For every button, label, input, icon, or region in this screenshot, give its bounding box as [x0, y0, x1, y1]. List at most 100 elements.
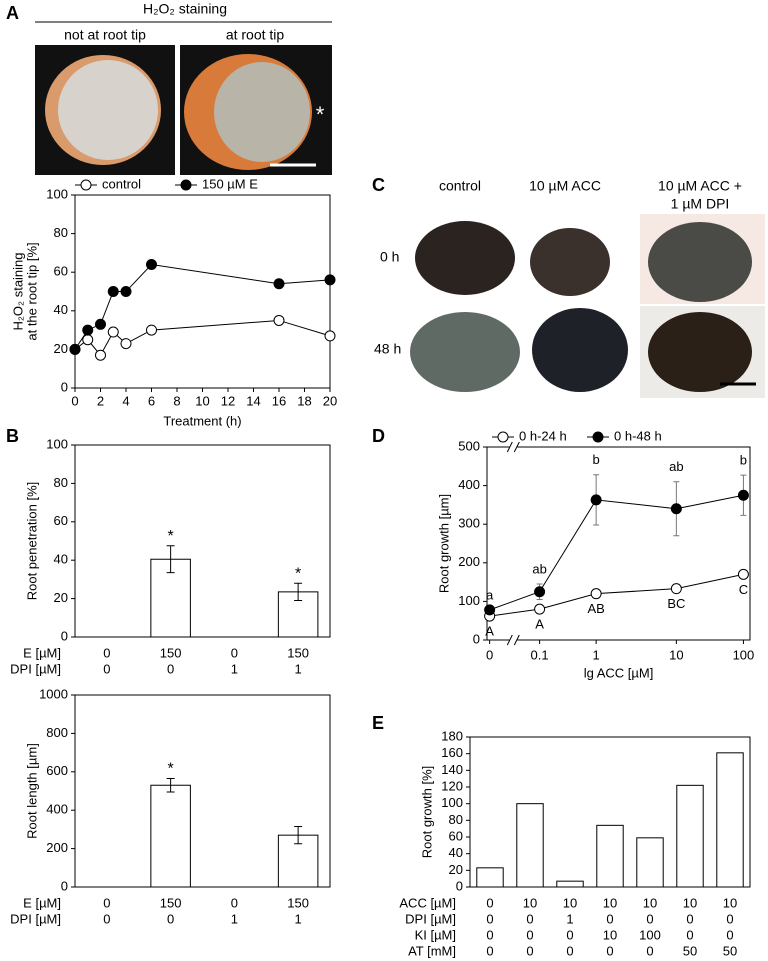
- marker: [120, 286, 132, 297]
- condition-label: KI [µM]: [415, 927, 456, 942]
- condition-value: 0: [526, 943, 533, 958]
- condition-value: 0: [103, 661, 110, 676]
- condition-value: 1: [231, 661, 238, 676]
- y-tick-label: 100: [46, 186, 68, 201]
- marker: [273, 278, 285, 290]
- marker: [534, 603, 546, 615]
- marker: [324, 274, 336, 286]
- condition-value: 0: [566, 927, 573, 942]
- condition-value: 1: [231, 911, 238, 926]
- photo-column-label: 1 µM DPI: [671, 196, 730, 212]
- plot-frame: [74, 694, 331, 888]
- photo-row-label: 0 h: [380, 249, 399, 265]
- condition-value: 10: [603, 927, 617, 942]
- marker: [273, 314, 285, 326]
- x-tick-label: 100: [733, 647, 755, 662]
- y-tick-label: 20: [54, 590, 68, 605]
- panel-label: B: [6, 426, 19, 446]
- significance-label: C: [739, 582, 748, 597]
- error-bar: [294, 826, 303, 845]
- axis-break: [506, 441, 520, 453]
- legend-marker: [180, 179, 192, 191]
- panel-label: E: [372, 713, 384, 733]
- y-tick-label: 0: [473, 631, 480, 646]
- y-tick-label: 60: [54, 264, 68, 279]
- significance-label: *: [168, 528, 174, 545]
- condition-value: 0: [686, 927, 693, 942]
- condition-value: 50: [683, 943, 697, 958]
- photo-marker: *: [316, 102, 325, 127]
- y-tick-label: 80: [54, 475, 68, 490]
- significance-label: A: [535, 617, 544, 632]
- panel-label: D: [372, 426, 385, 446]
- y-axis-label: at the root tip [%]: [24, 242, 39, 340]
- y-tick-label: 60: [54, 513, 68, 528]
- error-bar: [166, 778, 175, 793]
- y-tick-label: 800: [46, 725, 68, 740]
- y-tick-label: 300: [458, 516, 480, 531]
- marker: [590, 494, 602, 506]
- x-tick-label: 0: [71, 393, 78, 408]
- condition-value: 0: [686, 911, 693, 926]
- x-tick-label: 2: [97, 393, 104, 408]
- photo-column-label: control: [439, 178, 481, 194]
- significance-label: ab: [669, 459, 683, 474]
- condition-value: 0: [231, 895, 238, 910]
- y-tick-label: 40: [449, 845, 463, 860]
- legend-marker: [497, 431, 509, 443]
- y-tick-label: 0: [61, 628, 68, 643]
- seed: [415, 221, 515, 295]
- legend-marker: [80, 179, 92, 191]
- legend-label: 150 µM E: [202, 176, 258, 191]
- photo-column-label: at root tip: [226, 27, 285, 43]
- marker: [82, 324, 94, 336]
- plot-frame: [74, 444, 331, 638]
- condition-label: ACC [µM]: [399, 895, 456, 910]
- legend-marker: [592, 431, 604, 443]
- legend-label: control: [102, 176, 141, 191]
- condition-value: 0: [526, 911, 533, 926]
- marker: [95, 318, 106, 330]
- condition-value: 0: [646, 943, 653, 958]
- significance-label: b: [593, 452, 600, 467]
- condition-value: 100: [639, 927, 661, 942]
- y-tick-label: 100: [458, 593, 480, 608]
- bar: [150, 784, 191, 888]
- y-tick-label: 0: [61, 379, 68, 394]
- axis-break-gap: [509, 638, 518, 642]
- bar: [636, 837, 664, 888]
- marker: [107, 286, 119, 297]
- condition-label: DPI [µM]: [10, 911, 61, 926]
- error-bar: [166, 545, 175, 574]
- condition-value: 0: [486, 895, 493, 910]
- condition-value: 0: [566, 943, 573, 958]
- photo-column-label: 10 µM ACC: [529, 178, 601, 194]
- condition-value: 10: [523, 895, 537, 910]
- y-tick-label: 600: [46, 763, 68, 778]
- marker: [146, 258, 157, 270]
- significance-label: AB: [587, 601, 604, 616]
- marker: [737, 489, 749, 501]
- x-tick-label: 10: [195, 393, 209, 408]
- seed: [532, 308, 628, 392]
- x-axis-label: Treatment (h): [163, 413, 241, 428]
- y-axis-label: Root length [µm]: [24, 743, 39, 839]
- y-tick-label: 200: [458, 554, 480, 569]
- seed: [530, 228, 610, 296]
- condition-value: 0: [167, 661, 174, 676]
- y-tick-label: 100: [46, 436, 68, 451]
- photo-column-label: 10 µM ACC +: [658, 178, 742, 194]
- bar: [516, 803, 544, 888]
- condition-value: 10: [643, 895, 657, 910]
- y-tick-label: 500: [458, 438, 480, 453]
- significance-label: *: [295, 565, 301, 582]
- y-tick-label: 20: [449, 862, 463, 877]
- condition-value: 150: [287, 895, 309, 910]
- series-line: [489, 573, 744, 617]
- y-tick-label: 80: [449, 812, 463, 827]
- axis-break: [506, 634, 520, 646]
- condition-value: 150: [287, 645, 309, 660]
- condition-value: 0: [606, 911, 613, 926]
- significance-label: *: [168, 761, 174, 778]
